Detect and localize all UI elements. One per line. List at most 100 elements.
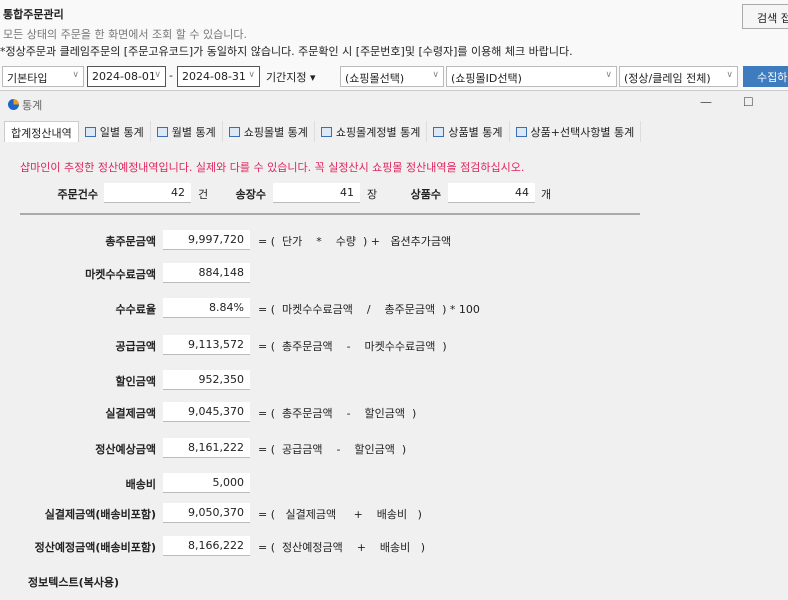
table-icon bbox=[228, 127, 240, 137]
row-value[interactable]: 8,161,222 bbox=[163, 438, 250, 458]
row-label: 실결제금액 bbox=[105, 407, 156, 420]
table-icon bbox=[515, 127, 527, 137]
row-supply-amount: 공급금액 9,113,572 = ( 총주문금액 - 마켓수수료금액 ) bbox=[0, 335, 560, 355]
row-formula: = ( 총주문금액 - 마켓수수료금액 ) bbox=[258, 340, 447, 353]
row-shipping-fee: 배송비 5,000 bbox=[0, 473, 560, 493]
row-discount: 할인금액 952,350 bbox=[0, 370, 560, 390]
tab-label: 합계정산내역 bbox=[11, 127, 72, 140]
invoice-count-field[interactable]: 41 bbox=[273, 183, 360, 203]
mall-value: (쇼핑몰선택) bbox=[345, 72, 405, 85]
collect-button[interactable]: 수집하 bbox=[743, 66, 788, 87]
type-select[interactable]: 기본타입 ∨ bbox=[2, 66, 84, 87]
tab-label: 상품별 통계 bbox=[448, 126, 503, 139]
maximize-button[interactable]: ☐ bbox=[743, 95, 754, 109]
statistics-dialog: 통계 — ☐ 합계정산내역 일별 통계 월별 통계 쇼핑몰별 통계 쇼핑몰계정별… bbox=[0, 90, 788, 600]
row-value[interactable]: 9,050,370 bbox=[163, 503, 250, 523]
row-market-fee: 마켓수수료금액 884,148 bbox=[0, 263, 560, 283]
mall-select[interactable]: (쇼핑몰선택) ∨ bbox=[340, 66, 444, 87]
search-settings-button[interactable]: 검색 접 bbox=[742, 4, 788, 29]
info-text-label: 정보텍스트(복사용) bbox=[28, 576, 120, 589]
row-label: 총주문금액 bbox=[105, 235, 156, 248]
chevron-down-icon: ∨ bbox=[605, 70, 612, 80]
order-count-field[interactable]: 42 bbox=[104, 183, 191, 203]
tab-by-mall-account[interactable]: 쇼핑몰계정별 통계 bbox=[315, 121, 428, 142]
mall-id-value: (쇼핑몰ID선택) bbox=[451, 72, 522, 85]
dialog-title: 통계 bbox=[8, 97, 42, 113]
order-count-unit: 건 bbox=[198, 188, 209, 201]
row-actual-payment: 실결제금액 9,045,370 = ( 총주문금액 - 할인금액 ) bbox=[0, 402, 560, 422]
minimize-button[interactable]: — bbox=[700, 95, 712, 109]
row-total-order-amount: 총주문금액 9,997,720 = ( 단가 * 수량 ) + 옵션추가금액 bbox=[0, 230, 560, 250]
row-value[interactable]: 9,997,720 bbox=[163, 230, 250, 250]
date-to-picker[interactable]: 2024-08-31 ∨ bbox=[177, 66, 260, 87]
chevron-down-icon: ∨ bbox=[154, 70, 161, 80]
row-formula: = ( 실결제금액 + 배송비 ) bbox=[258, 508, 422, 521]
row-value[interactable]: 8.84% bbox=[163, 298, 250, 318]
row-value[interactable]: 8,166,222 bbox=[163, 536, 250, 556]
row-label: 정산예상금액 bbox=[95, 443, 156, 456]
page-subtitle: 모든 상태의 주문을 한 화면에서 조회 할 수 있습니다. bbox=[3, 28, 247, 41]
tab-monthly[interactable]: 월별 통계 bbox=[151, 121, 223, 142]
page-warning: *정상주문과 클레임주문의 [주문고유코드]가 동일하지 않습니다. 주문확인 … bbox=[0, 45, 573, 58]
claim-select[interactable]: (정상/클레임 전체) ∨ bbox=[619, 66, 738, 87]
period-button[interactable]: 기간지정 ▾ bbox=[262, 66, 328, 87]
date-from-picker[interactable]: 2024-08-01 ∨ bbox=[87, 66, 166, 87]
caret-down-icon: ▾ bbox=[309, 71, 316, 84]
row-formula: = ( 공급금액 - 할인금액 ) bbox=[258, 443, 407, 456]
mall-id-select[interactable]: (쇼핑몰ID선택) ∨ bbox=[446, 66, 617, 87]
row-label: 실결제금액(배송비포함) bbox=[44, 508, 156, 521]
tab-by-product[interactable]: 상품별 통계 bbox=[427, 121, 510, 142]
chevron-down-icon: ∨ bbox=[726, 70, 733, 80]
row-formula: = ( 총주문금액 - 할인금액 ) bbox=[258, 407, 417, 420]
row-label: 배송비 bbox=[125, 478, 156, 491]
tab-by-mall[interactable]: 쇼핑몰별 통계 bbox=[223, 121, 315, 142]
tab-label: 상품+선택사항별 통계 bbox=[530, 126, 635, 139]
row-actual-payment-with-shipping: 실결제금액(배송비포함) 9,050,370 = ( 실결제금액 + 배송비 ) bbox=[0, 503, 560, 523]
tab-label: 일별 통계 bbox=[99, 126, 144, 139]
product-count-field[interactable]: 44 bbox=[448, 183, 535, 203]
tab-bar: 합계정산내역 일별 통계 월별 통계 쇼핑몰별 통계 쇼핑몰계정별 통계 상품별… bbox=[4, 121, 642, 142]
estimate-notice: 샵마인이 추정한 정산예정내역입니다. 실제와 다를 수 있습니다. 꼭 실정산… bbox=[20, 161, 525, 174]
date-separator: - bbox=[169, 69, 173, 82]
row-label: 할인금액 bbox=[115, 375, 156, 388]
row-label: 정산예정금액(배송비포함) bbox=[34, 541, 156, 554]
product-count-label: 상품수 bbox=[410, 188, 441, 201]
tab-label: 쇼핑몰별 통계 bbox=[243, 126, 308, 139]
row-label: 마켓수수료금액 bbox=[85, 268, 156, 281]
row-value[interactable]: 952,350 bbox=[163, 370, 250, 390]
date-from-value: 2024-08-01 bbox=[92, 70, 156, 83]
invoice-count-unit: 장 bbox=[367, 188, 378, 201]
type-value: 기본타입 bbox=[7, 72, 48, 85]
order-count-label: 주문건수 bbox=[57, 188, 98, 201]
row-formula: = ( 정산예정금액 + 배송비 ) bbox=[258, 541, 426, 554]
tab-by-product-option[interactable]: 상품+선택사항별 통계 bbox=[510, 121, 642, 142]
row-formula: = ( 마켓수수료금액 / 총주문금액 ) * 100 bbox=[258, 303, 480, 316]
period-label: 기간지정 bbox=[266, 71, 307, 84]
row-fee-rate: 수수료율 8.84% = ( 마켓수수료금액 / 총주문금액 ) * 100 bbox=[0, 298, 560, 318]
row-label: 수수료율 bbox=[115, 303, 156, 316]
row-expected-settlement: 정산예상금액 8,161,222 = ( 공급금액 - 할인금액 ) bbox=[0, 438, 560, 458]
tab-label: 쇼핑몰계정별 통계 bbox=[335, 126, 421, 139]
row-label: 공급금액 bbox=[115, 340, 156, 353]
table-icon bbox=[320, 127, 332, 137]
divider bbox=[20, 213, 640, 215]
table-icon bbox=[84, 127, 96, 137]
tab-daily[interactable]: 일별 통계 bbox=[79, 121, 151, 142]
claim-value: (정상/클레임 전체) bbox=[624, 72, 711, 85]
row-value[interactable]: 5,000 bbox=[163, 473, 250, 493]
invoice-count-label: 송장수 bbox=[235, 188, 266, 201]
date-to-value: 2024-08-31 bbox=[182, 70, 246, 83]
row-value[interactable]: 9,045,370 bbox=[163, 402, 250, 422]
tab-label: 월별 통계 bbox=[171, 126, 216, 139]
table-icon bbox=[156, 127, 168, 137]
pie-chart-icon bbox=[8, 99, 19, 110]
dialog-title-text: 통계 bbox=[22, 99, 43, 112]
row-value[interactable]: 884,148 bbox=[163, 263, 250, 283]
row-expected-settlement-with-shipping: 정산예정금액(배송비포함) 8,166,222 = ( 정산예정금액 + 배송비 ) bbox=[0, 536, 560, 556]
tab-total-settlement[interactable]: 합계정산내역 bbox=[4, 121, 79, 142]
chevron-down-icon: ∨ bbox=[432, 70, 439, 80]
row-value[interactable]: 9,113,572 bbox=[163, 335, 250, 355]
chevron-down-icon: ∨ bbox=[72, 70, 79, 80]
chevron-down-icon: ∨ bbox=[248, 70, 255, 80]
row-formula: = ( 단가 * 수량 ) + 옵션추가금액 bbox=[258, 235, 452, 248]
